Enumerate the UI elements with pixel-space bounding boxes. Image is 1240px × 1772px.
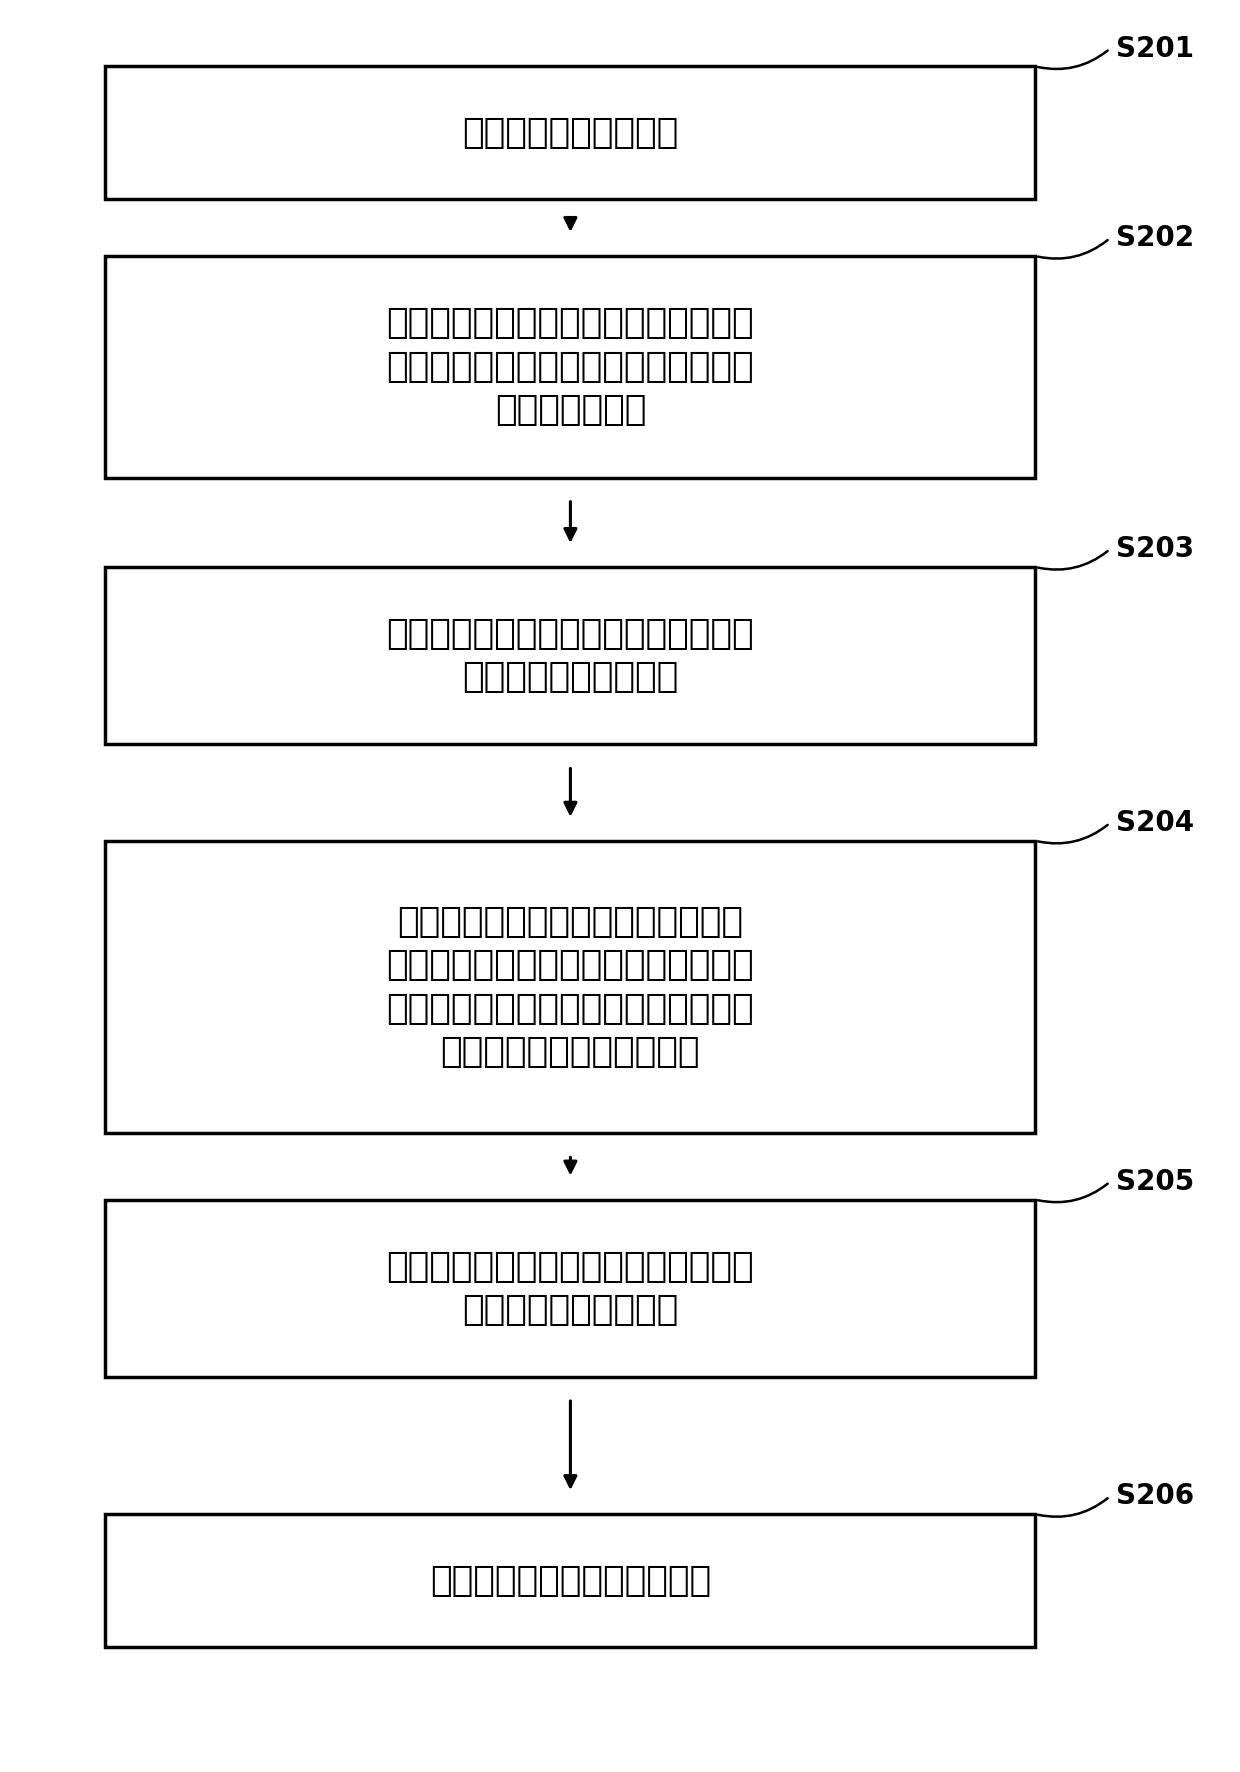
Text: S205: S205 (1116, 1168, 1194, 1196)
Text: S201: S201 (1116, 35, 1194, 62)
Text: 将所述第一中间信号放大至第一预设功
率，得到第一发送信号: 将所述第一中间信号放大至第一预设功 率，得到第一发送信号 (387, 1249, 754, 1327)
Text: 预先设置第一预设功率: 预先设置第一预设功率 (463, 115, 678, 151)
Text: 将所述第一发送信号进行发射: 将所述第一发送信号进行发射 (430, 1563, 711, 1598)
Bar (105, 1513, 1035, 1648)
Text: 响应于基带芯片检测到的第一中间信
号，根据所述第一中间信号的功率以及
第一预设功率，对第二射频收发机芯片
功率放大时的增益进行控制: 响应于基带芯片检测到的第一中间信 号，根据所述第一中间信号的功率以及 第一预设功… (387, 905, 754, 1069)
Bar (105, 567, 1035, 744)
Text: 对所述第一接收信号进行放大和向下混
频，得到第一中间信号: 对所述第一接收信号进行放大和向下混 频，得到第一中间信号 (387, 617, 754, 695)
Text: S204: S204 (1116, 810, 1194, 836)
Text: S202: S202 (1116, 225, 1194, 252)
Text: S206: S206 (1116, 1483, 1194, 1510)
Bar (105, 1200, 1035, 1377)
Bar (105, 67, 1035, 200)
Bar (105, 842, 1035, 1134)
Text: 响应于接收到的来自于基站的第一接收
信号，将所述第一接收信号传输至第一
射频收发机芯片: 响应于接收到的来自于基站的第一接收 信号，将所述第一接收信号传输至第一 射频收发… (387, 307, 754, 427)
Text: S203: S203 (1116, 535, 1194, 563)
Bar (105, 255, 1035, 477)
